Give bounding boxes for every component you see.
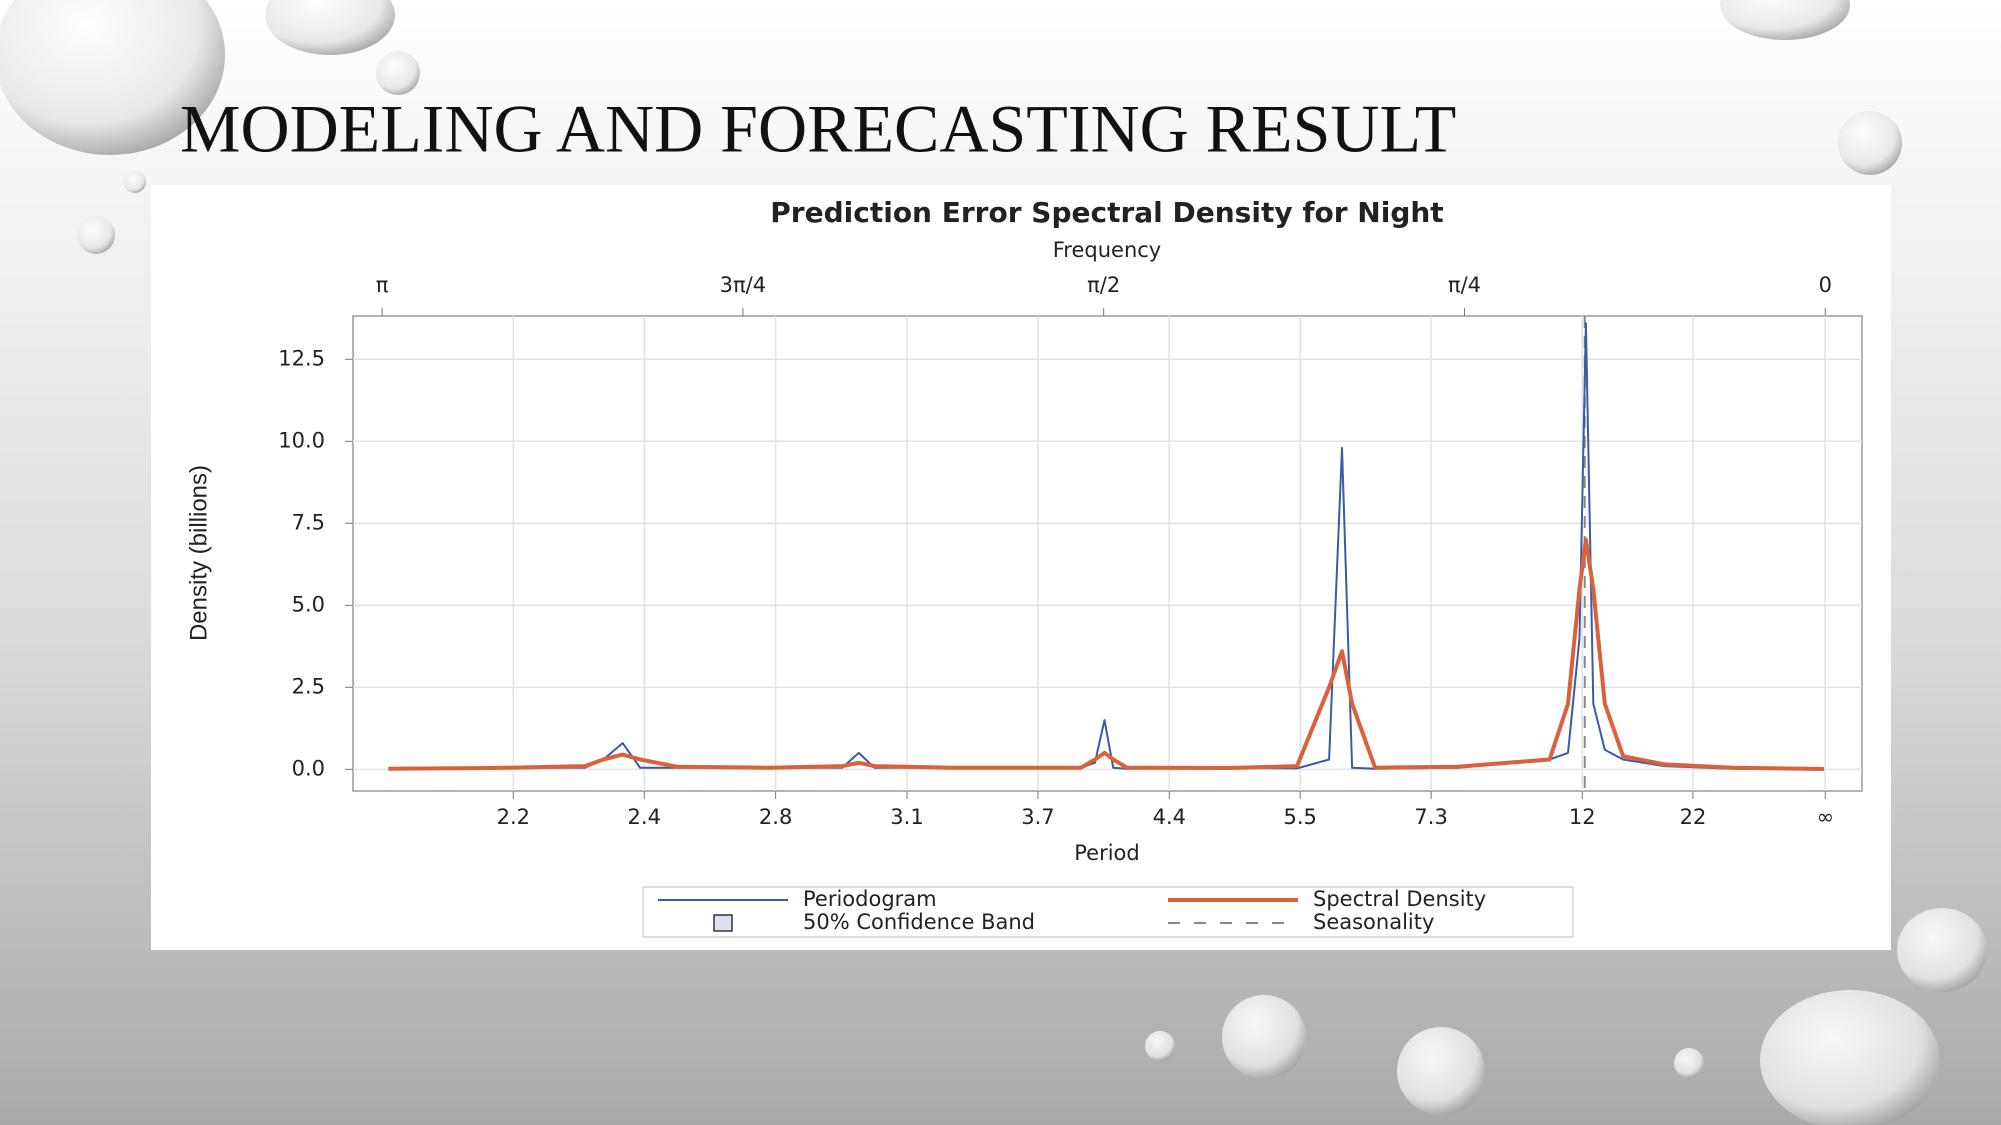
legend-label: Seasonality [1313, 910, 1434, 934]
y-tick-label: 7.5 [292, 510, 325, 534]
x-tick-label: 4.4 [1153, 805, 1186, 829]
y-tick-label: 2.5 [292, 674, 325, 698]
y-tick-label: 0.0 [292, 756, 325, 780]
x-tick-label: 3.7 [1021, 805, 1054, 829]
legend-label: Spectral Density [1313, 887, 1486, 911]
x2-tick-label: 3π/4 [720, 273, 766, 297]
x2-axis-label: Frequency [1053, 238, 1162, 262]
x-tick-label: 22 [1680, 805, 1707, 829]
y-tick-label: 5.0 [292, 592, 325, 616]
x-tick-label: 2.8 [759, 805, 792, 829]
x-tick-label: 12 [1569, 805, 1596, 829]
x2-tick-label: π [376, 273, 389, 297]
x2-tick-label: π/4 [1448, 273, 1481, 297]
x-tick-label: 5.5 [1283, 805, 1316, 829]
chart-title: Prediction Error Spectral Density for Ni… [770, 196, 1443, 229]
legend-label: 50% Confidence Band [803, 910, 1035, 934]
slide-title: MODELING AND FORECASTING RESULT [180, 91, 1456, 167]
x2-tick-label: π/2 [1087, 273, 1120, 297]
legend-swatch [713, 914, 733, 932]
y-tick-label: 12.5 [278, 346, 325, 370]
x-axis-label: Period [1074, 841, 1139, 865]
x-tick-label: 2.4 [628, 805, 661, 829]
plot-area [352, 315, 1863, 792]
y-axis-label: Density (billions) [185, 465, 212, 641]
chart: Prediction Error Spectral Density for Ni… [185, 196, 1863, 938]
x-tick-label: ∞ [1817, 805, 1835, 829]
x-tick-label: 7.3 [1414, 805, 1447, 829]
x2-tick-label: 0 [1819, 273, 1832, 297]
x-tick-label: 3.1 [890, 805, 923, 829]
y-tick-label: 10.0 [278, 428, 325, 452]
legend-box [642, 886, 1574, 938]
series-line [388, 537, 1824, 771]
x-tick-label: 2.2 [497, 805, 530, 829]
legend-label: Periodogram [803, 887, 937, 911]
